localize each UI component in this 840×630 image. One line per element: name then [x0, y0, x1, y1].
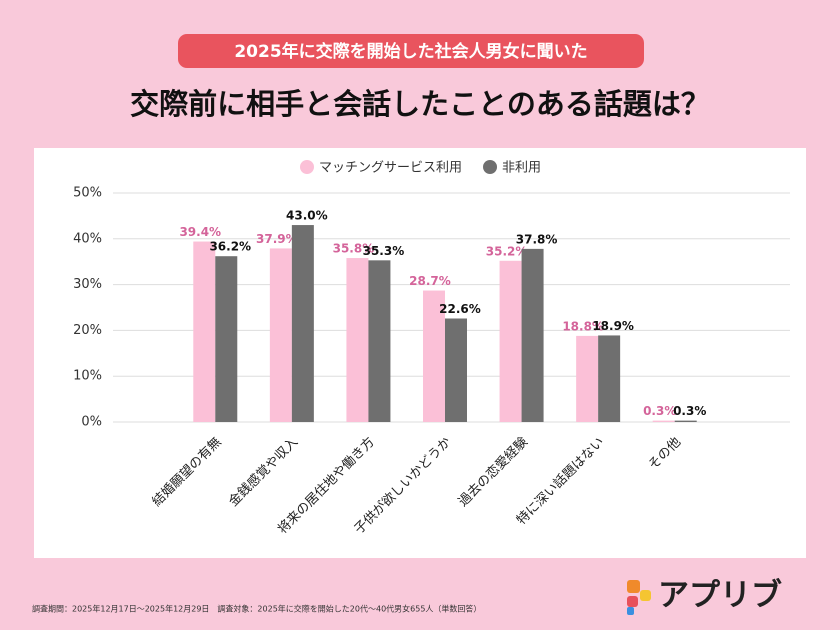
- bar: [674, 420, 697, 422]
- bar: [445, 318, 467, 422]
- logo-text: アプリブ: [658, 578, 782, 614]
- value-label: 18.8%: [562, 319, 604, 333]
- value-label: 35.3%: [363, 244, 405, 258]
- value-label: 18.9%: [592, 319, 634, 333]
- chart-title: 交際前に相手と会話したことのある話題は？: [130, 87, 710, 121]
- bar: [598, 335, 621, 422]
- value-label: 0.3%: [643, 404, 676, 418]
- bar: [521, 248, 544, 422]
- y-tick-label: 40%: [73, 231, 102, 246]
- bar: [652, 420, 675, 422]
- y-tick-label: 30%: [73, 277, 102, 292]
- bar: [215, 256, 238, 422]
- value-label: 43.0%: [286, 209, 328, 223]
- bar: [368, 260, 391, 422]
- bar: [423, 290, 445, 422]
- value-label: 22.6%: [439, 302, 481, 316]
- logo-icon: [640, 590, 651, 601]
- bar: [576, 335, 599, 422]
- legend-label: マッチングサービス利用: [319, 161, 462, 176]
- y-tick-label: 10%: [73, 369, 102, 384]
- logo: アプリブ: [627, 578, 782, 615]
- value-label: 39.4%: [179, 225, 221, 239]
- subtitle: 2025年に交際を開始した社会人男女に聞いた: [234, 41, 587, 62]
- plot-panel: [34, 148, 806, 558]
- logo-icon: [627, 596, 638, 607]
- bar: [346, 258, 369, 422]
- legend-marker: [483, 160, 498, 174]
- value-label: 35.8%: [333, 242, 375, 256]
- subtitle-badge: [178, 34, 644, 68]
- logo-icon: [627, 607, 634, 615]
- bar: [269, 248, 292, 422]
- value-label: 37.9%: [256, 232, 298, 246]
- value-label: 28.7%: [409, 274, 451, 288]
- bar: [193, 241, 216, 422]
- value-label: 36.2%: [209, 240, 251, 254]
- bar: [499, 260, 522, 422]
- value-label: 35.2%: [486, 244, 528, 258]
- legend-marker: [300, 160, 314, 174]
- y-tick-label: 50%: [73, 186, 102, 201]
- value-label: 37.8%: [516, 232, 558, 246]
- value-label: 0.3%: [673, 404, 706, 418]
- logo-icon: [627, 580, 640, 593]
- legend-label: 非利用: [502, 161, 541, 176]
- bar: [291, 225, 314, 422]
- footnote: 調査期間：2025年12月17日～2025年12月29日 調査対象：2025年に…: [32, 604, 481, 614]
- y-tick-label: 20%: [73, 323, 102, 338]
- y-tick-label: 0%: [81, 415, 102, 430]
